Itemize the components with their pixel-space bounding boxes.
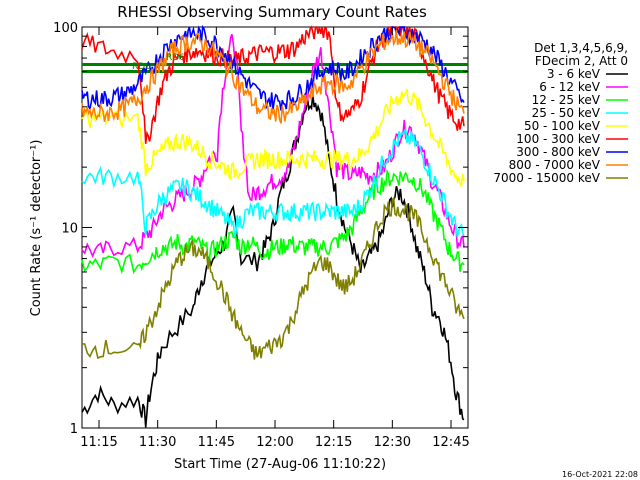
annotation-rd6-1: RD6 [166, 53, 185, 63]
series-line-9 [81, 196, 465, 360]
x-tick-label-4: 12:00 [256, 435, 293, 450]
legend-entry-9: 7000 - 15000 keV [493, 171, 600, 185]
legend-entry-1: 3 - 6 keV [547, 67, 601, 81]
x-axis-label: Start Time (27-Aug-06 11:10:22) [174, 457, 386, 472]
axis-layer: 11:15 11:30 11:45 12:00 12:15 12:30 12:45 1 10 10… [53, 21, 470, 450]
legend-entry-7: 300 - 800 keV [516, 145, 600, 159]
annotation-rd6-2: RD6 [132, 62, 151, 72]
footer-timestamp: 16-Oct-2021 22:08 [562, 470, 638, 479]
legend-header-2: FDecim 2, Att 0 [535, 54, 628, 68]
series-line-2 [81, 34, 465, 259]
x-tick-label-5: 12:15 [315, 435, 352, 450]
x-tick-label-2: 11:30 [139, 435, 176, 450]
legend-entry-8: 800 - 7000 keV [509, 158, 601, 172]
series-layer [81, 24, 468, 428]
y-axis-label: Count Rate (s⁻¹ detector⁻¹) [29, 140, 44, 317]
legend-header-1: Det 1,3,4,5,6,9, [534, 41, 628, 55]
legend: Det 1,3,4,5,6,9,FDecim 2, Att 03 - 6 keV… [493, 41, 628, 185]
y-tick-label-1: 1 [70, 422, 78, 437]
chart-title: RHESSI Observing Summary Count Rates [117, 3, 427, 21]
series-line-8 [81, 29, 465, 124]
series-line-5 [81, 88, 465, 187]
legend-entry-5: 50 - 100 keV [524, 119, 601, 133]
x-tick-label-1: 11:15 [80, 435, 117, 450]
x-tick-label-6: 12:30 [374, 435, 411, 450]
y-tick-label-3: 100 [53, 21, 78, 36]
legend-entry-2: 6 - 12 keV [539, 80, 601, 94]
legend-entry-6: 100 - 300 keV [516, 132, 600, 146]
y-tick-label-2: 10 [61, 222, 78, 237]
legend-entry-4: 25 - 50 keV [532, 106, 601, 120]
x-tick-label-7: 12:45 [432, 435, 469, 450]
x-tick-label-3: 11:45 [198, 435, 235, 450]
series-line-7 [81, 24, 465, 111]
series-line-1 [81, 94, 465, 428]
legend-entry-3: 12 - 25 keV [532, 93, 601, 107]
series-line-3 [81, 168, 465, 275]
series-line-4 [81, 126, 465, 238]
